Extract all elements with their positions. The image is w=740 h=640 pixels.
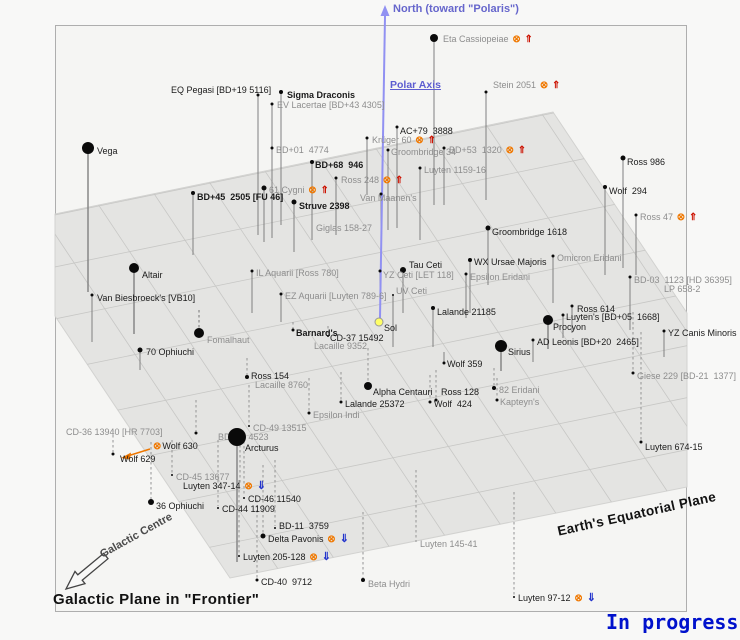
star-dot (291, 199, 297, 205)
star-dot (248, 425, 250, 427)
star-dot (111, 452, 115, 456)
star-dot (561, 313, 565, 317)
star-dot (468, 258, 472, 262)
star-dot (339, 400, 343, 404)
star-dot (82, 142, 94, 154)
star-dot (634, 213, 638, 217)
star-dot (551, 254, 555, 258)
star-dot (90, 293, 94, 297)
galactic-plane-title: Galactic Plane in "Frontier" (53, 591, 260, 608)
star-dot (171, 474, 173, 476)
star-dot (631, 371, 635, 375)
star-dot (442, 361, 446, 365)
polar-axis-label[interactable]: Polar Axis (390, 79, 441, 91)
star-dot (386, 148, 390, 152)
star-dot (327, 335, 329, 337)
star-dot (279, 90, 283, 94)
star-dot (255, 578, 259, 582)
star-dots (82, 34, 666, 598)
star-dot (364, 382, 372, 390)
star-dot (243, 497, 245, 499)
star-dot (250, 269, 254, 273)
star-dot (603, 185, 607, 189)
star-dot (379, 192, 383, 196)
star-dot (274, 527, 276, 529)
star-dot (513, 596, 515, 598)
star-dot (194, 328, 204, 338)
north-arrowhead-icon (380, 5, 390, 16)
star-dot (430, 34, 438, 42)
star-dot (260, 533, 266, 539)
star-dot (431, 306, 435, 310)
star-dot (137, 347, 143, 353)
star-dot (620, 155, 626, 161)
star-dot (484, 90, 488, 94)
star-dot (639, 440, 643, 444)
star-dot (485, 225, 491, 231)
status-in-progress-label: In progress (606, 610, 739, 634)
star-dot (543, 315, 553, 325)
star-dot (270, 102, 274, 106)
star-dot (279, 292, 283, 296)
star-dot (392, 294, 394, 296)
star-dot (217, 507, 219, 509)
star-dot (442, 146, 446, 150)
star-dot (628, 275, 632, 279)
star-dot (129, 263, 139, 273)
star-dot (256, 93, 260, 97)
equatorial-plane-surface (54, 111, 688, 579)
star-dot (365, 136, 369, 140)
star-dot (270, 146, 274, 150)
sun-dot (374, 317, 384, 327)
star-dot (495, 340, 507, 352)
star-dot (361, 578, 365, 582)
star-dot (464, 272, 468, 276)
star-dot (434, 398, 438, 402)
star-dot (662, 329, 666, 333)
star-drop-lines (87, 38, 665, 595)
star-dot (194, 431, 198, 435)
star-dot (334, 176, 338, 180)
star-dot (418, 166, 422, 170)
star-dot (191, 191, 195, 195)
wolf630-arrowhead-icon (121, 452, 131, 460)
star-dot (400, 267, 406, 273)
star-dot (531, 338, 535, 342)
star-dot (310, 160, 314, 164)
star-dot (570, 304, 574, 308)
star-dot (245, 375, 249, 379)
star-dot (495, 398, 499, 402)
star-dot (378, 269, 382, 273)
star-dot (148, 499, 154, 505)
north-direction-label: North (toward "Polaris") (393, 3, 519, 15)
star-dot (307, 411, 311, 415)
star-dot (291, 328, 295, 332)
star-dot (395, 125, 399, 129)
star-dot (428, 400, 432, 404)
star-dot (238, 555, 240, 557)
galactic-centre-arrow-icon (64, 552, 109, 591)
polar-axis-line (379, 15, 386, 319)
star-dot (492, 386, 496, 390)
star-dot (261, 185, 267, 191)
